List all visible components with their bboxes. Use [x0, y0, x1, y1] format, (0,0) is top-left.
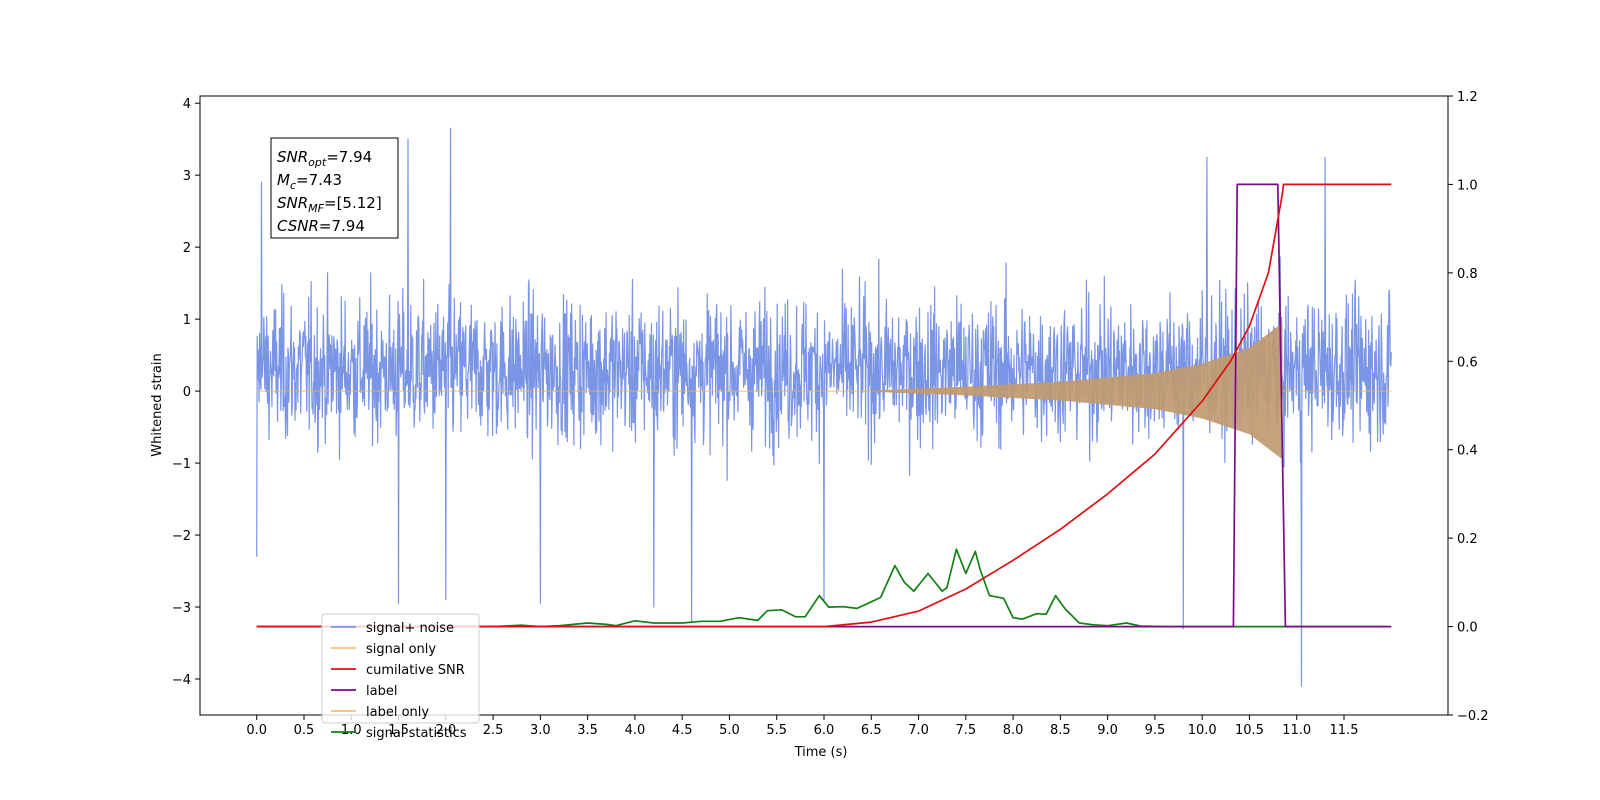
y-axis-right: 1.2 1.0 0.8 0.6 0.4 0.2 0.0 −0.2 [1448, 90, 1489, 724]
y-tick-label: −1 [172, 457, 191, 472]
x-tick-label: 7.5 [955, 723, 976, 738]
y-tick-label: −2 [172, 529, 191, 544]
label-line [256, 183, 1392, 628]
x-tick-label: 10.0 [1188, 723, 1217, 738]
y-tick-label: −4 [172, 673, 191, 688]
x-tick-label: 11.5 [1330, 723, 1359, 738]
y-axis-label: Whitened strain [150, 353, 165, 456]
x-tick-label: 4.5 [672, 723, 693, 738]
x-tick-label: 1.5 [388, 723, 409, 738]
legend-entry: signal+ noise [366, 621, 454, 636]
x-tick-label: 8.5 [1050, 723, 1071, 738]
cumulative-snr-line [256, 183, 1392, 628]
legend-entry: cumilative SNR [366, 663, 465, 678]
x-tick-label: 8.0 [1003, 723, 1024, 738]
y2-tick-label: 1.0 [1457, 178, 1478, 193]
signal-statistics-line [256, 548, 1386, 628]
y2-tick-label: 0.2 [1457, 532, 1478, 547]
legend-entry: signal only [366, 642, 436, 657]
x-tick-label: 10.5 [1235, 723, 1264, 738]
x-tick-label: 2.5 [483, 723, 504, 738]
signal-noise-line [256, 127, 1392, 687]
legend: signal+ noise signal only cumilative SNR la… [321, 613, 480, 741]
y-tick-label: 4 [183, 97, 191, 112]
y2-tick-label: −0.2 [1457, 709, 1489, 724]
y2-tick-label: 0.4 [1457, 444, 1478, 459]
annotation-line: SNRMF=[5.12] [277, 194, 382, 215]
x-tick-label: 4.0 [625, 723, 646, 738]
legend-entry: signal statistics [366, 726, 467, 741]
x-tick-label: 3.5 [577, 723, 598, 738]
legend-entry: label only [366, 705, 429, 720]
legend-frame [321, 613, 480, 724]
y2-tick-label: 1.2 [1457, 90, 1478, 105]
annotation-line: CSNR=7.94 [277, 217, 365, 235]
y-tick-label: 0 [183, 385, 191, 400]
y-tick-label: −3 [172, 601, 191, 616]
x-tick-label: 9.5 [1145, 723, 1166, 738]
annotation-line: SNRopt=7.94 [277, 148, 372, 169]
x-tick-label: 9.0 [1097, 723, 1118, 738]
y2-tick-label: 0.0 [1457, 621, 1478, 636]
annotation-line: Mc=7.43 [277, 171, 342, 192]
y-axis-left: 4 3 2 1 0 −1 −2 −3 −4 [172, 97, 200, 688]
y-tick-label: 3 [183, 169, 191, 184]
y-tick-label: 2 [183, 241, 191, 256]
series-lines [256, 183, 1392, 628]
x-tick-label: 11.0 [1282, 723, 1311, 738]
x-tick-label: 0.0 [246, 723, 267, 738]
x-tick-label: 6.5 [861, 723, 882, 738]
series-signal-only [256, 322, 1392, 460]
x-tick-label: 6.0 [814, 723, 835, 738]
signal-only-envelope [871, 322, 1283, 460]
y-tick-label: 1 [183, 313, 191, 328]
x-tick-label: 5.0 [719, 723, 740, 738]
x-tick-label: 1.0 [341, 723, 362, 738]
y2-tick-label: 0.8 [1457, 267, 1478, 282]
legend-entry: label [366, 684, 397, 699]
series-signal-noise [256, 127, 1392, 687]
x-tick-label: 5.5 [766, 723, 787, 738]
x-tick-label: 0.5 [294, 723, 315, 738]
x-axis-label: Time (s) [794, 745, 848, 760]
x-tick-label: 7.0 [908, 723, 929, 738]
x-tick-label: 2.0 [435, 723, 456, 738]
x-axis: 0.0 0.5 1.0 1.5 2.0 2.5 3.0 3.5 4.0 4.5 5.0 5.5 6.0 6… [246, 715, 1358, 738]
y2-tick-label: 0.6 [1457, 355, 1478, 370]
x-tick-label: 3.0 [530, 723, 551, 738]
